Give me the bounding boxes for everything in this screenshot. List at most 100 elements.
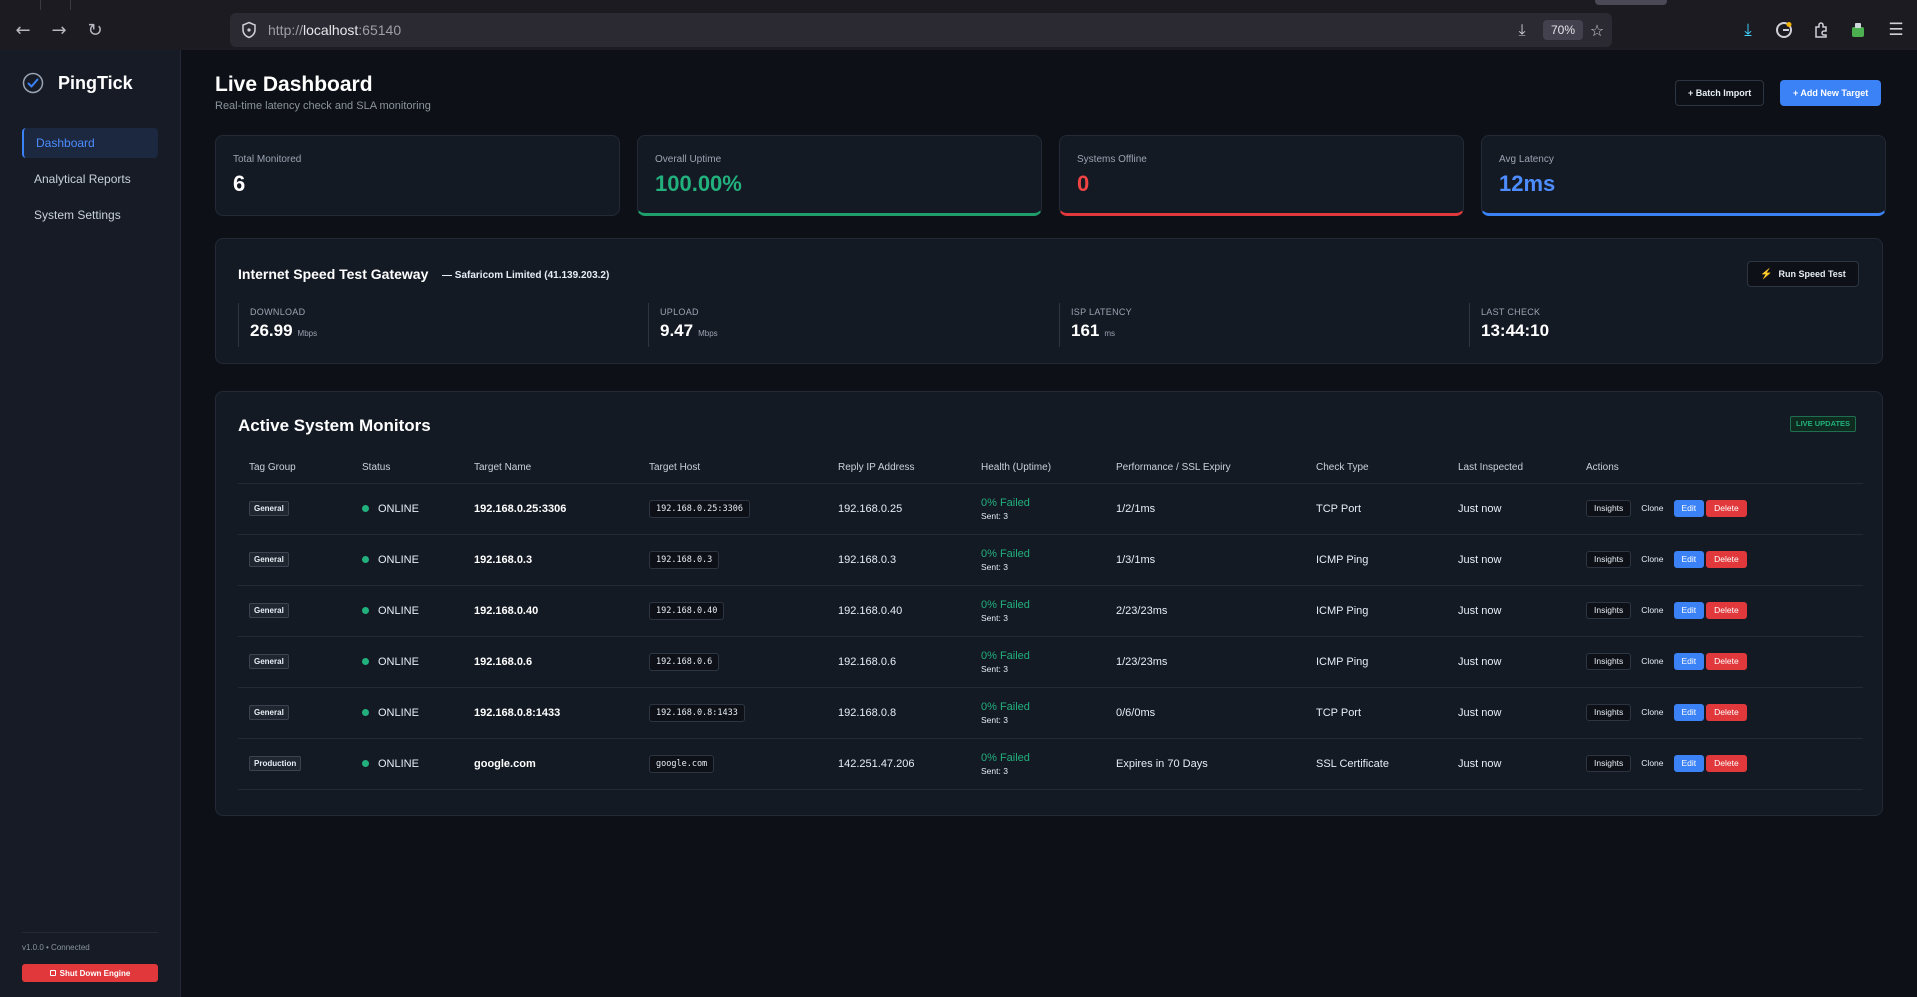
- metric-value: 9.47 Mbps: [660, 321, 1048, 341]
- cell-tag: General: [238, 534, 351, 586]
- cell-tag: General: [238, 636, 351, 688]
- metric-value: 161 ms: [1071, 321, 1459, 341]
- metric-number: 26.99: [250, 321, 293, 340]
- downloads-icon[interactable]: ⤓: [1744, 20, 1752, 40]
- status-text: ONLINE: [378, 604, 419, 617]
- cell-status: ONLINE: [351, 636, 463, 688]
- delete-button[interactable]: Delete: [1706, 602, 1747, 619]
- insights-button[interactable]: Insights: [1586, 602, 1632, 619]
- tab-indicator: [1595, 0, 1667, 5]
- add-new-target-button[interactable]: + Add New Target: [1780, 80, 1882, 106]
- insights-button[interactable]: Insights: [1586, 551, 1632, 568]
- sidebar-item-system-settings[interactable]: System Settings: [34, 208, 121, 222]
- cell-target-name: 192.168.0.3: [463, 534, 638, 586]
- clone-button[interactable]: Clone: [1641, 656, 1664, 666]
- cell-actions: Insights Clone Edit Delete: [1575, 585, 1863, 637]
- cell-status: ONLINE: [351, 687, 463, 739]
- account-icon[interactable]: [1771, 17, 1797, 43]
- insights-button[interactable]: Insights: [1586, 653, 1632, 670]
- back-arrow-icon[interactable]: ←: [15, 19, 31, 41]
- clone-button[interactable]: Clone: [1641, 503, 1664, 513]
- status-dot-icon: [362, 607, 369, 615]
- cell-last-inspected: Just now: [1447, 585, 1575, 637]
- brand[interactable]: PingTick: [22, 72, 133, 94]
- edit-button[interactable]: Edit: [1673, 704, 1705, 721]
- batch-import-button[interactable]: + Batch Import: [1675, 80, 1765, 106]
- extension-icon[interactable]: [1845, 17, 1871, 43]
- insights-button[interactable]: Insights: [1586, 500, 1632, 517]
- sidebar-divider: [22, 932, 158, 933]
- status-text: ONLINE: [378, 502, 419, 515]
- cell-performance: 2/23/23ms: [1105, 585, 1305, 637]
- save-page-icon[interactable]: ⤓: [1518, 20, 1526, 39]
- delete-button[interactable]: Delete: [1706, 704, 1747, 721]
- target-host: 192.168.0.8:1433: [649, 703, 745, 722]
- cell-reply-ip: 192.168.0.3: [827, 534, 970, 586]
- stat-card-overall-uptime: Overall Uptime 100.00%: [637, 135, 1042, 216]
- tag-group-badge: General: [249, 654, 289, 669]
- delete-button[interactable]: Delete: [1706, 755, 1747, 772]
- table-row: General ONLINE 192.168.0.3 192.168.0.3 192.1…: [238, 534, 1863, 586]
- cell-reply-ip: 142.251.47.206: [827, 738, 970, 790]
- zoom-level[interactable]: 70%: [1543, 20, 1584, 40]
- table-row: Production ONLINE google.com google.com 142.…: [238, 738, 1863, 790]
- cell-reply-ip: 192.168.0.25: [827, 483, 970, 535]
- cell-target-name: 192.168.0.6: [463, 636, 638, 688]
- url-text[interactable]: http://localhost:65140: [268, 22, 401, 38]
- clone-button[interactable]: Clone: [1641, 707, 1664, 717]
- insights-button[interactable]: Insights: [1586, 755, 1632, 772]
- edit-button[interactable]: Edit: [1673, 653, 1705, 670]
- delete-button[interactable]: Delete: [1706, 653, 1747, 670]
- clone-button[interactable]: Clone: [1641, 554, 1664, 564]
- bookmark-star-icon[interactable]: ☆: [1589, 20, 1605, 40]
- shutdown-engine-button[interactable]: Shut Down Engine: [22, 964, 158, 982]
- edit-button[interactable]: Edit: [1673, 602, 1705, 619]
- insights-button[interactable]: Insights: [1586, 704, 1632, 721]
- reload-icon[interactable]: ↻: [87, 19, 103, 41]
- speed-test-panel: Internet Speed Test Gateway — Safaricom …: [215, 238, 1883, 364]
- cell-health: 0% Failed Sent: 3: [970, 534, 1105, 586]
- table-row: General ONLINE 192.168.0.40 192.168.0.40 192…: [238, 585, 1863, 637]
- target-name: 192.168.0.40: [474, 604, 539, 617]
- delete-button[interactable]: Delete: [1706, 551, 1747, 568]
- edit-button[interactable]: Edit: [1673, 500, 1705, 517]
- url-host: localhost: [303, 22, 359, 38]
- health-sent: Sent: 3: [981, 612, 1008, 623]
- run-speed-test-button[interactable]: ⚡ Run Speed Test: [1747, 261, 1859, 287]
- stat-label: Systems Offline: [1077, 154, 1147, 165]
- sidebar-item-dashboard[interactable]: Dashboard: [22, 128, 158, 158]
- stat-value: 6: [233, 171, 246, 196]
- status-text: ONLINE: [378, 706, 419, 719]
- cell-check-type: SSL Certificate: [1305, 738, 1447, 790]
- edit-button[interactable]: Edit: [1673, 551, 1705, 568]
- live-updates-badge: LIVE UPDATES: [1790, 416, 1857, 432]
- stat-card-avg-latency: Avg Latency 12ms: [1481, 135, 1886, 216]
- cell-status: ONLINE: [351, 483, 463, 535]
- delete-button[interactable]: Delete: [1706, 500, 1747, 517]
- column-header: Target Host: [638, 453, 827, 484]
- stat-label: Total Monitored: [233, 154, 302, 165]
- cell-target-host: 192.168.0.6: [638, 636, 827, 688]
- cell-tag: General: [238, 585, 351, 637]
- menu-icon[interactable]: ☰: [1888, 20, 1904, 40]
- main-content: Live Dashboard Real-time latency check a…: [181, 50, 1917, 997]
- clone-button[interactable]: Clone: [1641, 605, 1664, 615]
- metric-label: ISP LATENCY: [1071, 307, 1132, 317]
- address-bar[interactable]: http://localhost:65140 ⤓ 70% ☆: [230, 13, 1612, 47]
- cell-target-host: google.com: [638, 738, 827, 790]
- cell-performance: 1/2/1ms: [1105, 483, 1305, 535]
- stat-value: 100.00%: [655, 171, 742, 196]
- clone-button[interactable]: Clone: [1641, 758, 1664, 768]
- extensions-icon[interactable]: [1808, 17, 1834, 43]
- health-failed: 0% Failed: [981, 496, 1030, 509]
- table-row: General ONLINE 192.168.0.6 192.168.0.6 192.1…: [238, 636, 1863, 688]
- edit-button[interactable]: Edit: [1673, 755, 1705, 772]
- forward-arrow-icon[interactable]: →: [51, 19, 67, 41]
- cell-status: ONLINE: [351, 534, 463, 586]
- target-host: 192.168.0.3: [649, 550, 720, 569]
- shield-icon: [242, 21, 256, 39]
- metric-value: 13:44:10: [1481, 321, 1869, 341]
- sidebar-item-analytical-reports[interactable]: Analytical Reports: [34, 172, 131, 186]
- target-name: 192.168.0.25:3306: [474, 502, 567, 515]
- stat-value: 0: [1077, 171, 1090, 196]
